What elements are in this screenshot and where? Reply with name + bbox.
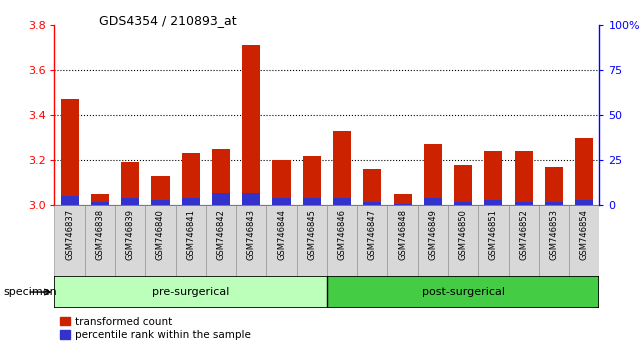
Text: GSM746845: GSM746845 bbox=[307, 209, 316, 260]
Text: GSM746848: GSM746848 bbox=[398, 209, 407, 260]
Bar bbox=[394, 194, 412, 205]
Bar bbox=[508, 205, 539, 276]
Bar bbox=[357, 205, 387, 276]
Bar bbox=[272, 160, 290, 205]
Bar bbox=[303, 156, 321, 205]
Text: GSM746838: GSM746838 bbox=[96, 209, 104, 260]
Bar bbox=[424, 198, 442, 205]
Text: post-surgerical: post-surgerical bbox=[422, 287, 504, 297]
Bar bbox=[363, 202, 381, 205]
Text: pre-surgerical: pre-surgerical bbox=[152, 287, 229, 297]
Text: GSM746849: GSM746849 bbox=[428, 209, 437, 260]
Bar bbox=[212, 193, 230, 205]
Bar bbox=[424, 144, 442, 205]
Bar bbox=[236, 205, 267, 276]
Bar bbox=[60, 196, 79, 205]
Bar bbox=[569, 205, 599, 276]
Bar bbox=[575, 138, 594, 205]
Bar bbox=[212, 149, 230, 205]
Bar bbox=[394, 204, 412, 205]
Text: GSM746850: GSM746850 bbox=[458, 209, 468, 260]
Bar bbox=[85, 205, 115, 276]
Bar bbox=[54, 276, 327, 308]
Bar bbox=[54, 205, 85, 276]
Bar bbox=[418, 205, 448, 276]
Bar bbox=[545, 167, 563, 205]
Bar bbox=[121, 162, 139, 205]
Bar bbox=[333, 198, 351, 205]
Bar bbox=[327, 205, 357, 276]
Bar bbox=[297, 205, 327, 276]
Bar bbox=[454, 165, 472, 205]
Text: GSM746841: GSM746841 bbox=[186, 209, 196, 260]
Text: GSM746852: GSM746852 bbox=[519, 209, 528, 260]
Bar bbox=[91, 194, 109, 205]
Bar bbox=[242, 45, 260, 205]
Bar bbox=[181, 198, 200, 205]
Bar bbox=[515, 202, 533, 205]
Text: GSM746851: GSM746851 bbox=[489, 209, 498, 260]
Bar bbox=[60, 99, 79, 205]
Text: GSM746847: GSM746847 bbox=[368, 209, 377, 260]
Bar bbox=[387, 205, 418, 276]
Text: GSM746844: GSM746844 bbox=[277, 209, 286, 260]
Bar bbox=[575, 200, 594, 205]
Bar bbox=[91, 202, 109, 205]
Bar bbox=[267, 205, 297, 276]
Legend: transformed count, percentile rank within the sample: transformed count, percentile rank withi… bbox=[60, 317, 251, 340]
Text: GSM746843: GSM746843 bbox=[247, 209, 256, 260]
Bar bbox=[515, 151, 533, 205]
Bar bbox=[176, 205, 206, 276]
Text: GSM746853: GSM746853 bbox=[549, 209, 558, 260]
Bar bbox=[478, 205, 508, 276]
Bar bbox=[363, 169, 381, 205]
Bar bbox=[539, 205, 569, 276]
Text: GSM746837: GSM746837 bbox=[65, 209, 74, 260]
Bar bbox=[121, 198, 139, 205]
Bar bbox=[146, 205, 176, 276]
Bar bbox=[242, 193, 260, 205]
Bar bbox=[485, 151, 503, 205]
Text: GSM746842: GSM746842 bbox=[217, 209, 226, 260]
Bar bbox=[485, 200, 503, 205]
Text: GDS4354 / 210893_at: GDS4354 / 210893_at bbox=[99, 14, 237, 27]
Bar bbox=[333, 131, 351, 205]
Bar bbox=[448, 205, 478, 276]
Bar bbox=[545, 202, 563, 205]
Bar bbox=[151, 200, 169, 205]
Text: GSM746854: GSM746854 bbox=[579, 209, 588, 260]
Bar bbox=[303, 198, 321, 205]
Bar bbox=[327, 276, 599, 308]
Bar bbox=[115, 205, 146, 276]
Bar bbox=[272, 198, 290, 205]
Bar bbox=[206, 205, 236, 276]
Text: GSM746839: GSM746839 bbox=[126, 209, 135, 260]
Text: GSM746840: GSM746840 bbox=[156, 209, 165, 260]
Bar bbox=[151, 176, 169, 205]
Bar bbox=[454, 202, 472, 205]
Text: GSM746846: GSM746846 bbox=[338, 209, 347, 260]
Bar bbox=[181, 153, 200, 205]
Text: specimen: specimen bbox=[3, 287, 57, 297]
